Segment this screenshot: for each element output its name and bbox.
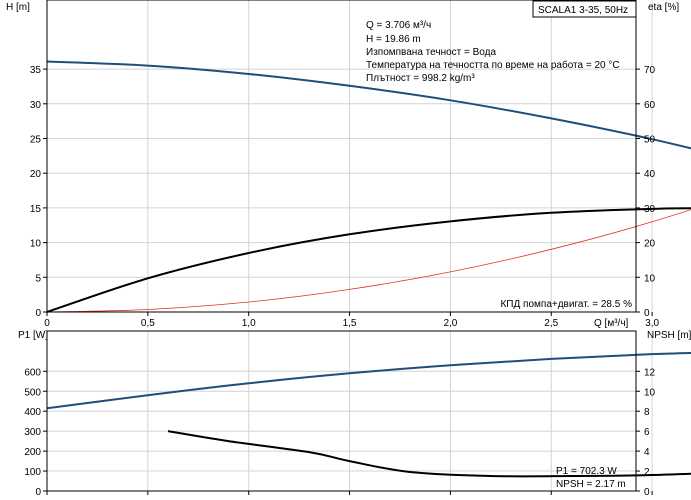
top-y2-tick-label: 10 [644,273,656,284]
labels-layer: H [m] eta [%] P1 [W] NPSH [m] Q [м³/ч] S… [6,2,691,498]
top-y-tick-label: 30 [30,100,42,111]
bottom-y2-tick-label: 0 [644,487,650,498]
x-tick-label: 1,0 [242,318,256,329]
bottom-y-tick-label: 200 [24,447,41,458]
top-y2-tick-label: 0 [644,308,650,319]
bottom-y-tick-label: 100 [24,467,41,478]
bottom-y-tick-label: 600 [24,367,41,378]
axes-layer [43,0,653,495]
top-y-tick-label: 0 [35,308,41,319]
top-y-tick-label: 15 [30,204,42,215]
annotation-h: H = 19.86 m [366,34,421,45]
top-y2-tick-label: 20 [644,239,656,250]
bottom-series-line-1 [167,430,691,478]
efficiency-label: КПД помпа+двигат. = 28.5 % [500,299,632,310]
x-tick-label: 3,0 [645,318,659,329]
bottom-y-tick-label: 0 [35,487,41,498]
bottom-y-tick-label: 500 [24,387,41,398]
grid [47,0,653,491]
top-y-tick-label: 5 [35,273,41,284]
annotation-temperature: Температура на течността по време на раб… [366,59,620,71]
x-tick-label: 2,0 [443,318,457,329]
bottom-y2-tick-label: 6 [644,427,650,438]
top-y-tick-label: 25 [30,135,42,146]
top-y-tick-label: 10 [30,239,42,250]
bottom-y-axis-label-p1: P1 [W] [18,330,48,341]
top-series-line-2 [46,209,691,313]
x-tick-label: 0,5 [141,318,155,329]
bottom-y2-tick-label: 4 [644,447,650,458]
x-tick-label: 2,5 [544,318,558,329]
bottom-y2-tick-label: 12 [644,367,656,378]
series-layer [46,60,691,478]
top-y2-tick-label: 40 [644,169,656,180]
annotation-liquid: Изпомпвана течност = Вода [366,47,496,58]
top-y-tick-label: 20 [30,169,42,180]
annotation-p1: P1 = 702.3 W [556,466,617,477]
bottom-y2-tick-label: 10 [644,387,656,398]
top-y2-tick-label: 50 [644,135,656,146]
bottom-y2-tick-label: 8 [644,407,650,418]
bottom-y-tick-label: 300 [24,427,41,438]
top-series-line-1 [46,207,691,313]
annotation-q: Q = 3.706 м³/ч [366,20,431,31]
bottom-y2-axis-label-npsh: NPSH [m] [647,330,691,341]
top-y2-tick-label: 60 [644,100,656,111]
annotation-npsh: NPSH = 2.17 m [556,479,626,490]
chart-title: SCALA1 3-35, 50Hz [538,5,628,16]
top-y2-axis-label-eta: eta [%] [648,2,679,13]
top-y-tick-label: 35 [30,65,42,76]
annotation-density: Плътност = 998.2 kg/m³ [366,73,475,84]
x-tick-label: 0 [44,318,50,329]
x-tick-label: 1,5 [343,318,357,329]
top-y-axis-label-h: H [m] [6,2,30,13]
top-plot-frame [46,0,637,313]
bottom-series-line-0 [46,351,691,410]
bottom-y-tick-label: 400 [24,407,41,418]
top-series-line-0 [46,60,691,150]
top-y2-tick-label: 70 [644,65,656,76]
x-axis-label: Q [м³/ч] [594,318,629,329]
bottom-y2-tick-label: 2 [644,467,650,478]
chart-title-frame [532,0,637,18]
top-y2-tick-label: 30 [644,204,656,215]
